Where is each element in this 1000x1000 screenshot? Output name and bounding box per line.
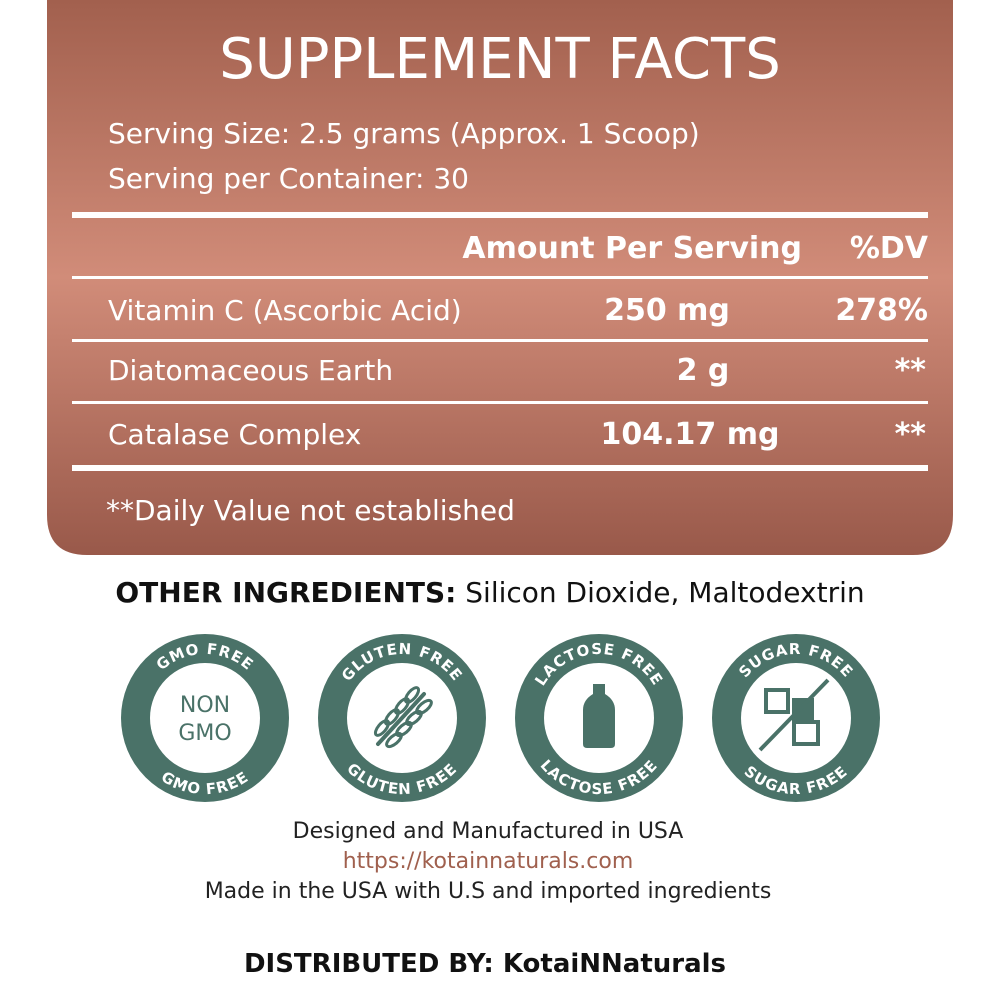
header: Amount Per Serving — [462, 231, 802, 266]
rule — [72, 465, 928, 471]
cube — [764, 688, 790, 714]
other-ingredients: OTHER INGREDIENTS: Silicon Dioxide, Malt… — [115, 576, 864, 609]
cell: 2 g — [677, 353, 730, 388]
footer-url: https://kotainnaturals.com — [343, 849, 634, 874]
wheat-grain — [393, 697, 411, 715]
cell: 250 mg — [604, 293, 730, 328]
slash — [758, 678, 830, 752]
servings: Serving per Container: 30 — [108, 162, 469, 195]
badge-center — [150, 663, 260, 773]
wheat-grain — [415, 698, 433, 716]
ingredients-label: OTHER INGREDIENTS: — [115, 576, 456, 609]
badge-center-text: GMO — [178, 721, 231, 746]
badge-center-text: NON — [180, 693, 230, 718]
title: SUPPLEMENT FACTS — [219, 27, 781, 92]
cell: ** — [895, 417, 927, 452]
rule — [72, 401, 928, 404]
bottle — [583, 684, 615, 748]
rule — [72, 276, 928, 279]
cell: Catalase Complex — [108, 418, 361, 451]
cube — [792, 720, 820, 746]
rule — [72, 212, 928, 218]
cell: 278% — [835, 293, 928, 328]
cube — [792, 698, 814, 720]
wheat-grain — [383, 708, 401, 726]
serving-size: Serving Size: 2.5 grams (Approx. 1 Scoop… — [108, 117, 700, 150]
cell: Diatomaceous Earth — [108, 354, 393, 387]
ingredients-text: Silicon Dioxide, Maltodextrin — [465, 576, 864, 609]
rule — [72, 339, 928, 342]
wheat-grain — [403, 686, 421, 704]
wheat-grain — [373, 719, 391, 737]
cell: Vitamin C (Ascorbic Acid) — [108, 294, 462, 327]
distributed-by: DISTRIBUTED BY: KotaiNNaturals — [244, 949, 726, 979]
cell: ** — [895, 353, 927, 388]
wheat-stem — [376, 692, 426, 746]
footer-line: Made in the USA with U.S and imported in… — [205, 879, 772, 904]
footer-line: Designed and Manufactured in USA — [293, 819, 684, 844]
header: %DV — [850, 231, 929, 266]
cell: 104.17 mg — [601, 417, 780, 452]
footnote: **Daily Value not established — [106, 494, 515, 527]
